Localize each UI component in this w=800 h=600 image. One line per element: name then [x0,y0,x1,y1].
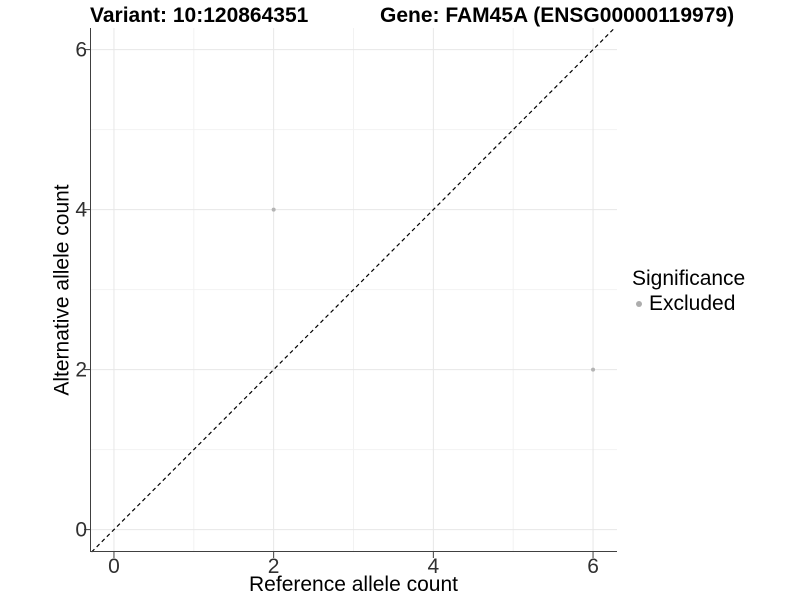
legend: Significance Excluded [632,268,745,314]
data-point [271,207,276,212]
x-tick-label: 2 [267,555,280,578]
legend-title: Significance [632,267,746,290]
plot-panel [84,27,617,558]
y-axis-title: Alternative allele count [50,184,74,396]
data-point [591,367,596,372]
x-tick-label: 4 [427,555,440,578]
plot-title-gene: Gene: FAM45A (ENSG00000119979) [380,4,735,27]
x-tick-label: 6 [587,555,599,578]
x-tick-label: 0 [108,555,120,578]
legend-key-dot-icon [636,300,642,307]
legend-items: Excluded [632,293,745,314]
y-tick-label: 2 [75,358,87,382]
plot-title-variant: Variant: 10:120864351 [90,4,309,27]
legend-item-label: Excluded [649,292,736,315]
plot-panel-svg [84,27,617,558]
y-tick-label: 4 [75,198,87,222]
x-axis-title: Reference allele count [249,573,458,596]
y-tick-label: 6 [75,38,87,62]
y-tick-label: 0 [75,518,87,542]
identity-line [91,27,616,553]
legend-item: Excluded [632,293,745,314]
